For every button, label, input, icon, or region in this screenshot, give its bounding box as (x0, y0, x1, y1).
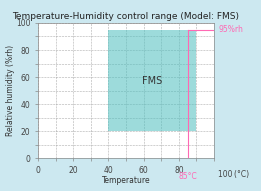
Text: 95%rh: 95%rh (218, 25, 243, 34)
Text: FMS: FMS (142, 75, 163, 86)
Y-axis label: Relative humidity (%rh): Relative humidity (%rh) (5, 45, 15, 136)
X-axis label: Temperature: Temperature (102, 176, 150, 185)
Text: 100 (°C): 100 (°C) (218, 170, 249, 179)
Bar (109, 30, 197, 131)
Text: 85°C: 85°C (178, 172, 197, 181)
Title: Temperature-Humidity control range (Model: FMS): Temperature-Humidity control range (Mode… (13, 12, 240, 21)
